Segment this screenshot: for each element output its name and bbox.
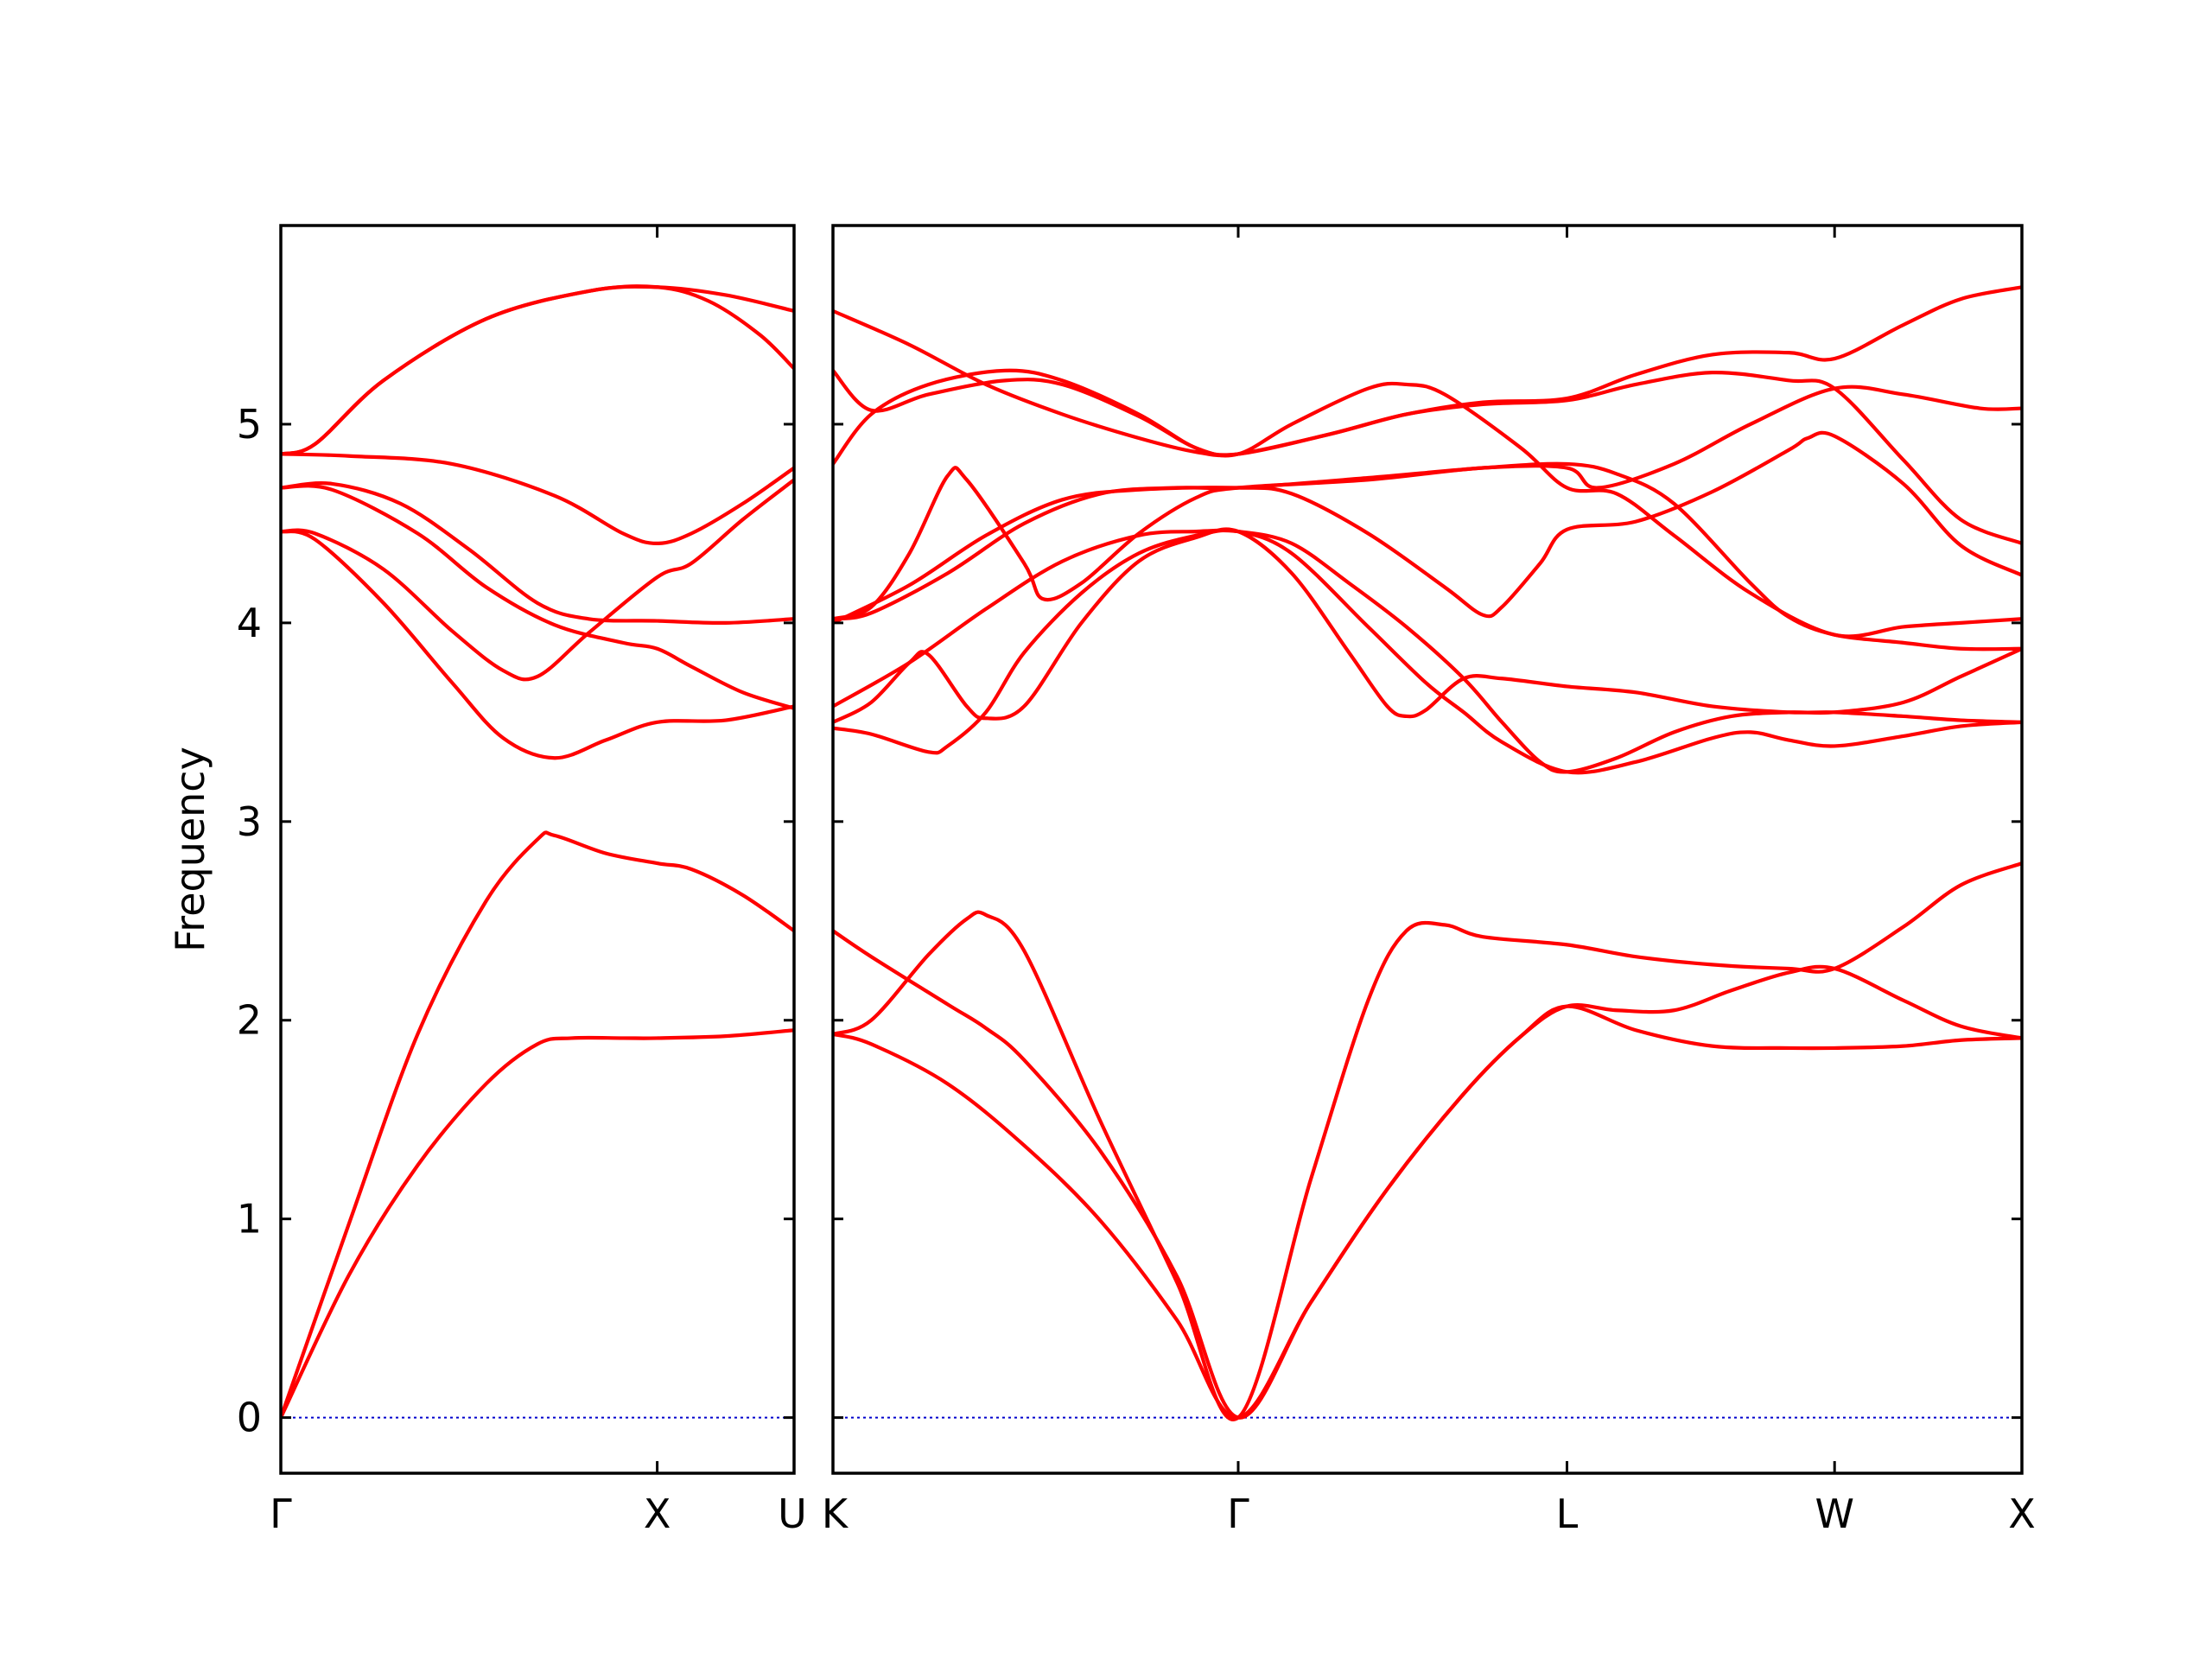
x-tick-label: Γ [270,1491,292,1537]
phonon-band-4 [833,528,2022,775]
x-tick-label: W [1815,1491,1853,1537]
x-tick-label: L [1556,1491,1579,1537]
phonon-band-3 [281,529,794,760]
phonon-band-6 [833,528,2022,774]
y-tick-label: 3 [237,798,262,845]
phonon-band-5 [833,527,2022,724]
x-tick-label: K [822,1491,849,1537]
y-tick-label: 1 [237,1196,262,1243]
y-tick-label: 4 [237,600,262,646]
phonon-band-2 [833,929,2022,1420]
phonon-band-5 [281,484,794,710]
phonon-band-1 [833,964,2022,1420]
x-tick-label: Γ [1227,1491,1249,1537]
phonon-band-7 [281,452,794,545]
phonon-band-10 [833,368,2022,639]
x-tick-label: X [644,1491,671,1537]
panel-2-frame [831,224,2024,1475]
y-tick-label: 0 [237,1395,262,1441]
panel-1-frame [279,224,796,1475]
phonon-band-8 [281,284,794,456]
plot-layer: 0 1 2 3 4 5 Γ X U K Γ L W X [237,224,2036,1537]
panel-1: 0 1 2 3 4 5 Γ X U [237,224,807,1537]
y-tick-label: 5 [237,401,262,448]
phonon-band-3 [833,861,2022,1421]
phonon-band-12 [833,285,2022,458]
phonon-band-2 [281,830,794,1420]
phonon-band-9 [833,385,2022,621]
phonon-band-1 [281,1028,794,1420]
panel-1-bands [281,284,794,1420]
y-tick-label: 2 [237,997,262,1044]
phonon-band-6 [281,481,794,626]
phonon-band-7 [833,430,2022,625]
x-tick-label: U [778,1491,807,1537]
phonon-band-8 [833,461,2022,652]
x-tick-label: X [2008,1491,2036,1537]
y-axis-label: Frequency [167,747,213,952]
panel-2-bands [833,285,2022,1421]
phonon-band-9 [281,284,794,456]
phonon-band-4 [281,478,794,682]
